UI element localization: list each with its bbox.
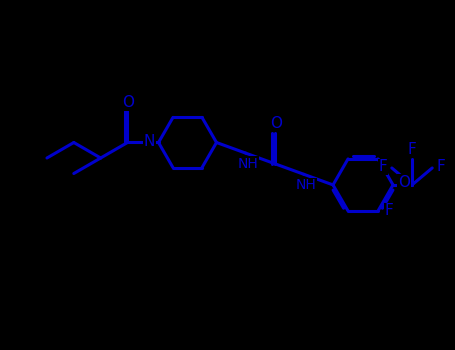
Text: F: F <box>437 160 445 174</box>
Text: F: F <box>408 142 416 157</box>
Text: O: O <box>122 95 135 110</box>
Text: O: O <box>270 116 282 131</box>
Text: F: F <box>384 203 394 218</box>
Text: NH: NH <box>296 178 317 192</box>
Text: F: F <box>379 160 387 174</box>
Text: N: N <box>144 134 155 149</box>
Text: O: O <box>398 175 410 190</box>
Text: NH: NH <box>238 157 258 171</box>
